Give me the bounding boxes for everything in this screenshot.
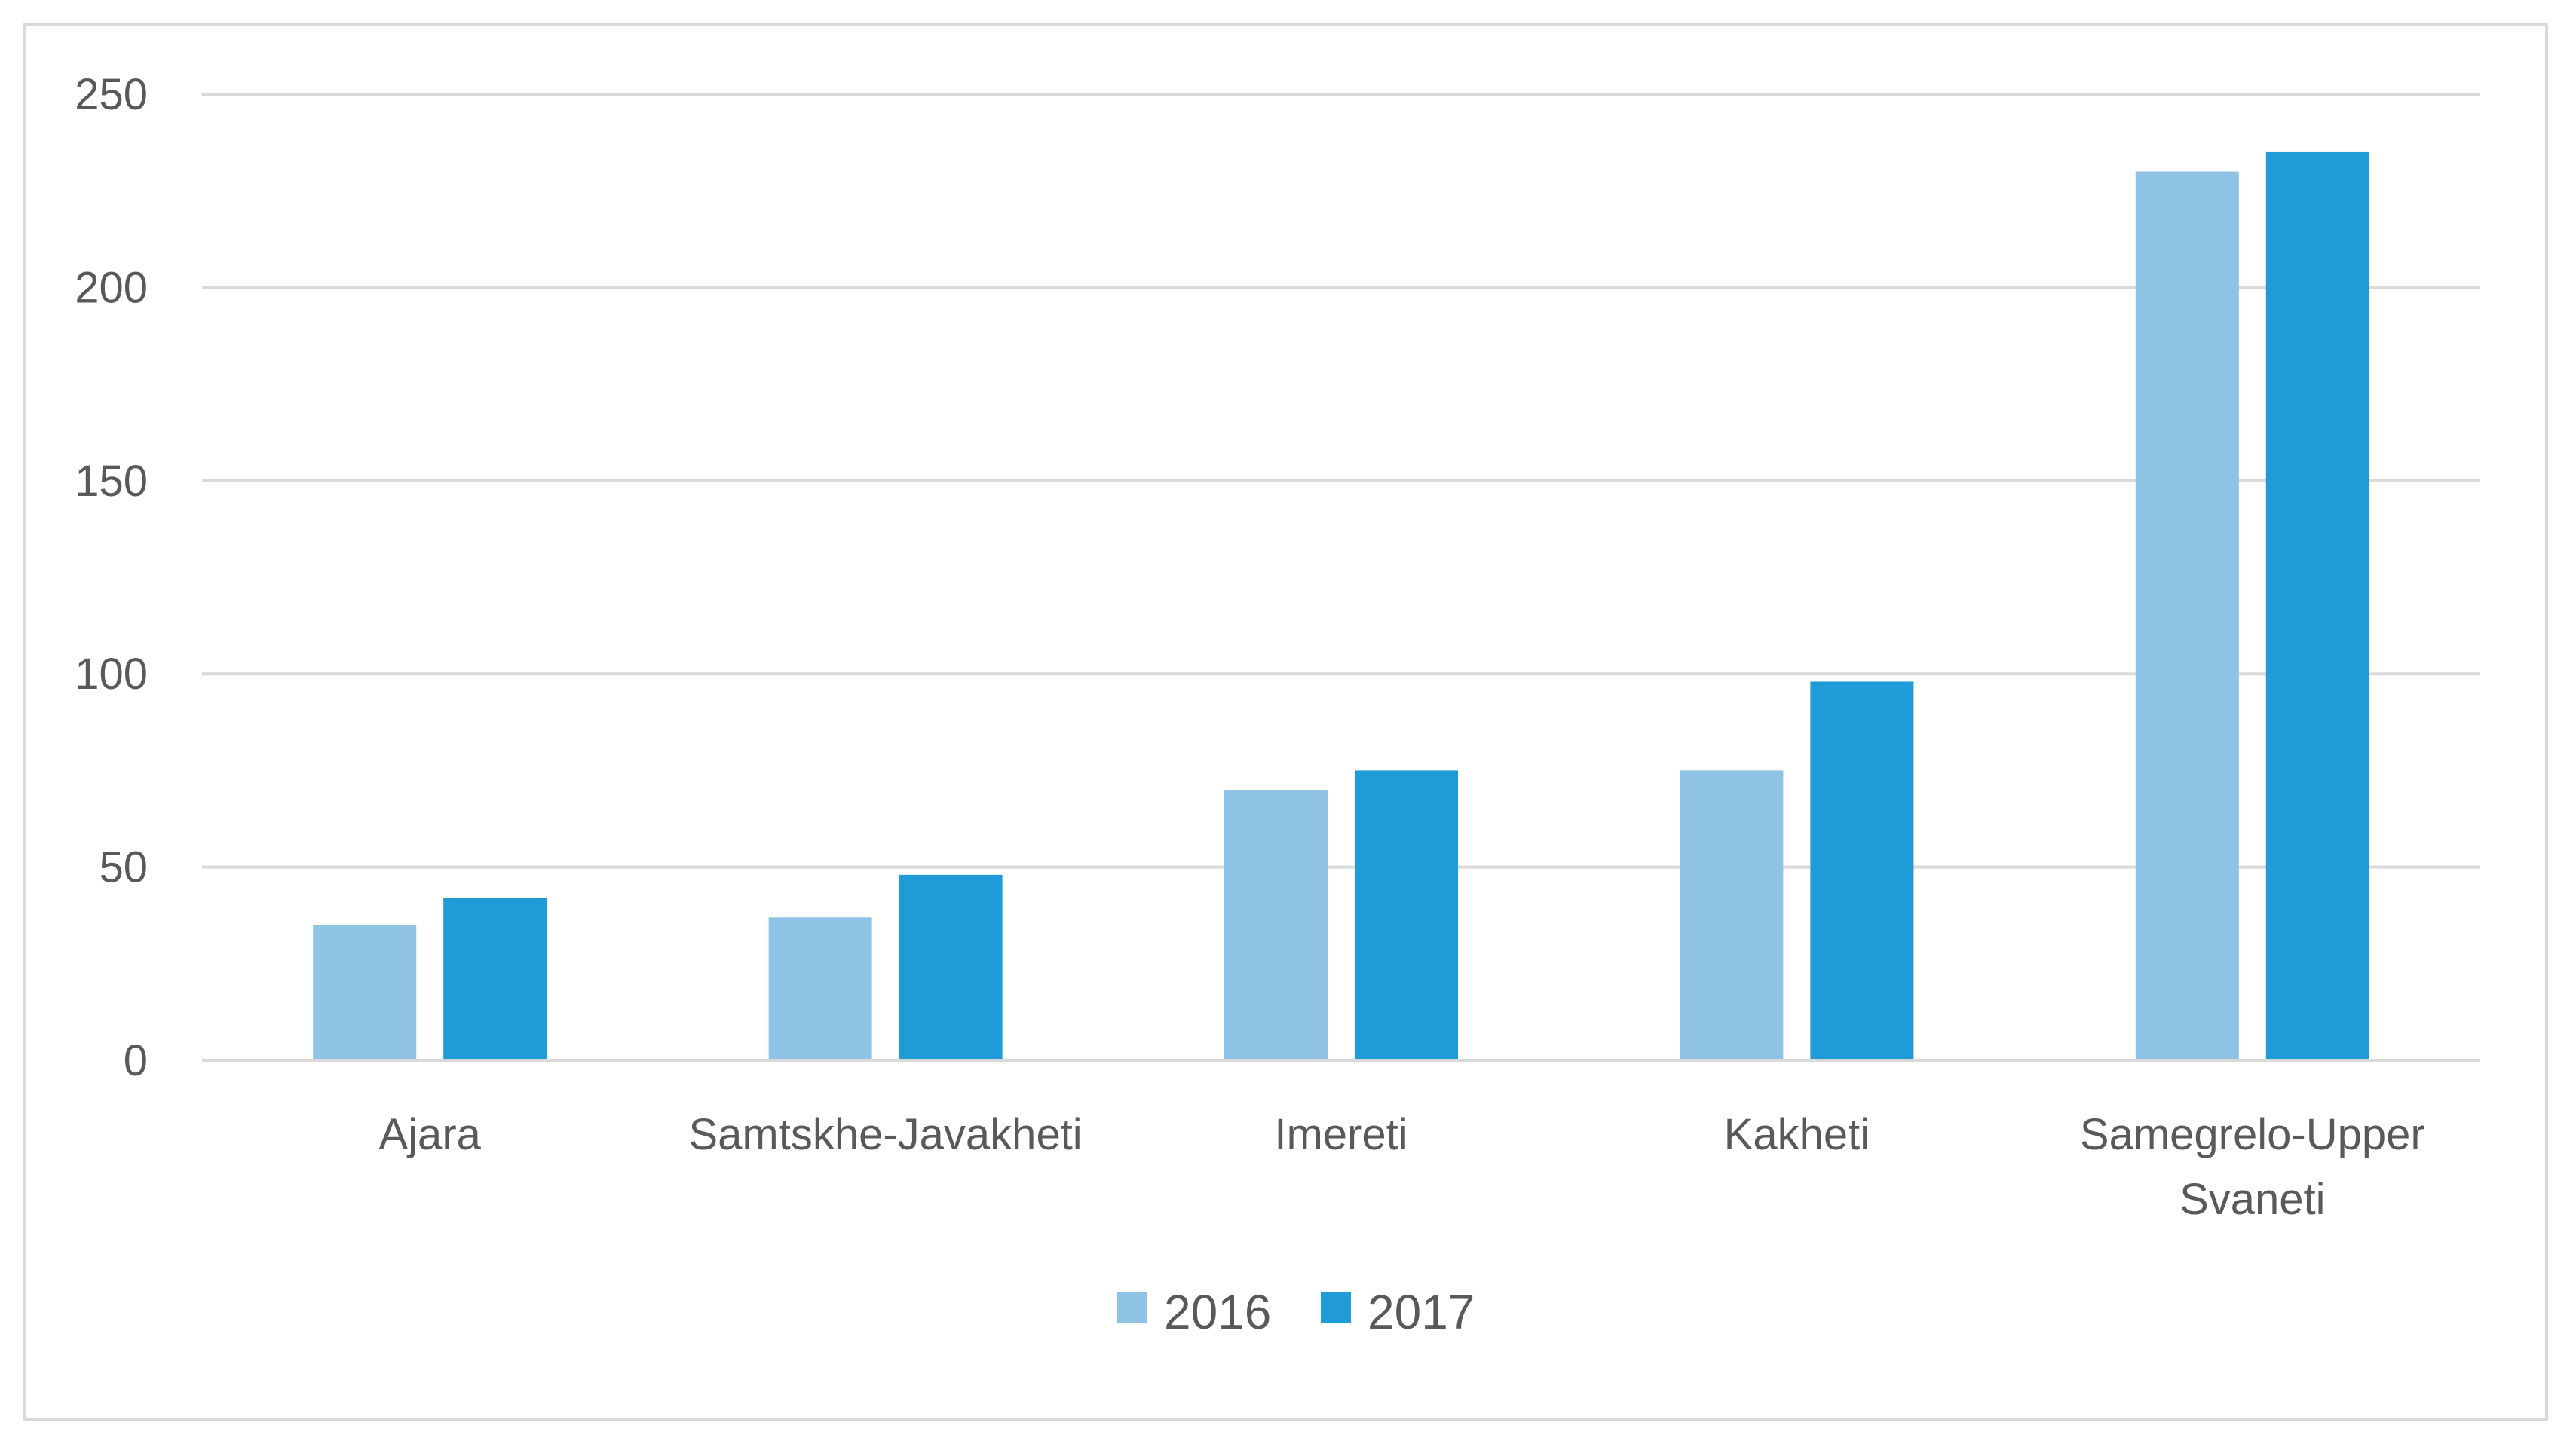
legend-swatch-2016 xyxy=(1117,1292,1147,1323)
x-category-label: Svaneti xyxy=(2179,1175,2325,1224)
bar-2017-4 xyxy=(2265,151,2369,1060)
y-tick-label: 0 xyxy=(124,1036,148,1085)
bar-2016-0 xyxy=(313,925,417,1060)
x-category-label: Samegrelo-Upper xyxy=(2080,1110,2425,1159)
y-tick-label: 100 xyxy=(75,650,148,699)
legend-swatch-2017 xyxy=(1321,1292,1351,1323)
bar-2017-2 xyxy=(1355,770,1458,1060)
bar-2016-1 xyxy=(768,917,872,1060)
y-tick-label: 200 xyxy=(75,263,148,312)
x-category-label: Samtskhe-Javakheti xyxy=(688,1110,1082,1159)
bar-2016-4 xyxy=(2135,171,2239,1060)
y-tick-label: 250 xyxy=(75,70,148,119)
x-category-label: Ajara xyxy=(378,1110,481,1159)
bar-2016-2 xyxy=(1224,790,1328,1060)
bar-2017-0 xyxy=(443,898,547,1060)
x-category-label: Imereti xyxy=(1274,1110,1407,1159)
y-tick-label: 150 xyxy=(75,457,148,506)
x-category-label: Kakheti xyxy=(1724,1110,1870,1159)
chart-frame xyxy=(23,23,2548,1421)
bar-2016-3 xyxy=(1680,770,1784,1060)
y-tick-label: 50 xyxy=(99,843,148,892)
bar-2017-3 xyxy=(1810,681,1914,1060)
bar-2017-1 xyxy=(899,874,1003,1060)
legend-label: 2016 xyxy=(1164,1285,1271,1339)
legend-label: 2017 xyxy=(1368,1285,1475,1339)
